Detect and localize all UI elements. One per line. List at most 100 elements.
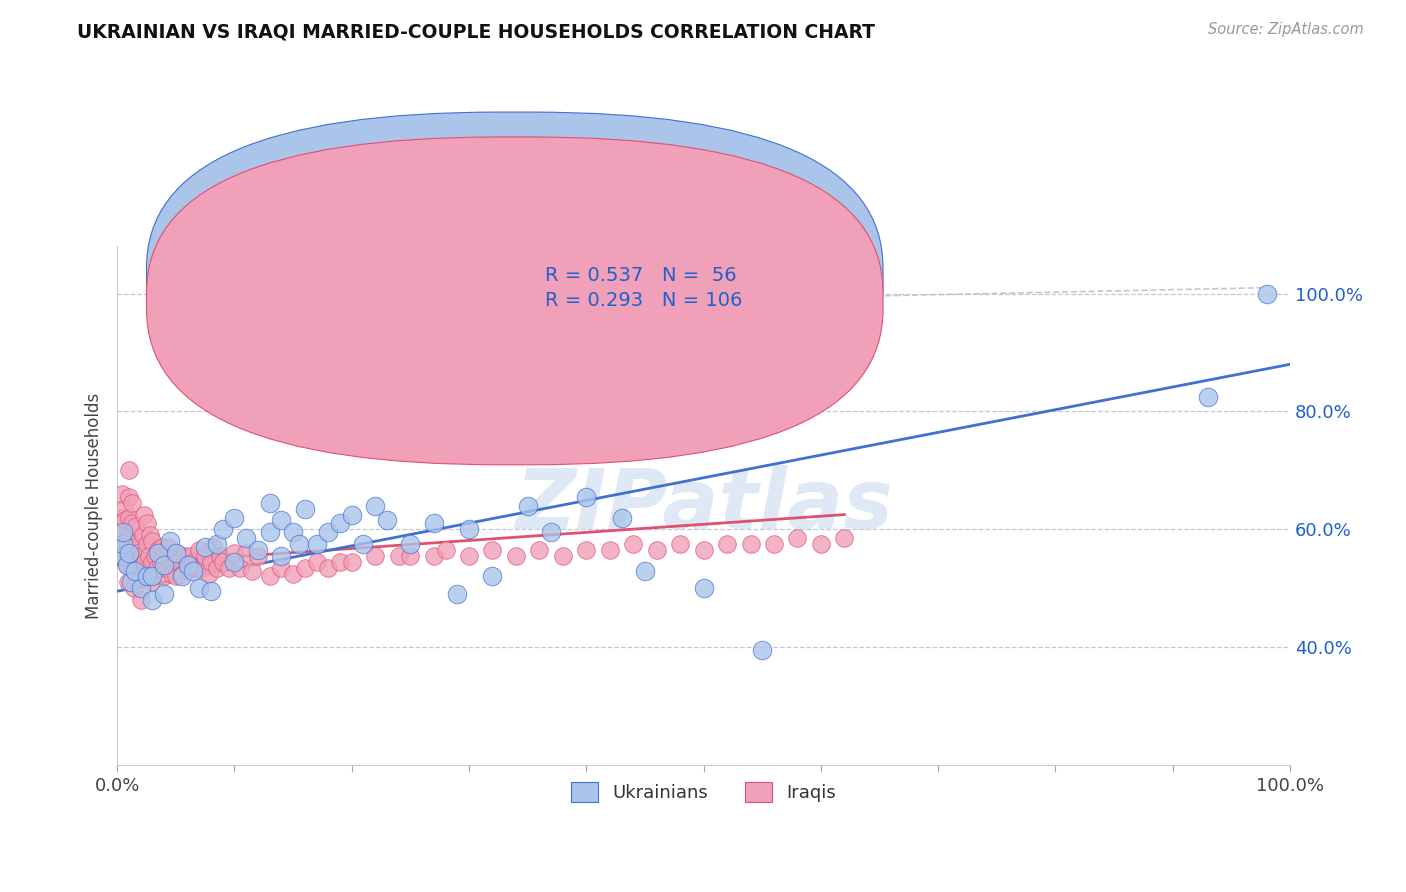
Point [353, 537, 375, 551]
Point [148, 543, 170, 558]
Point [645, 543, 668, 558]
Point [246, 543, 269, 558]
Point [305, 555, 328, 569]
Point [540, 525, 562, 540]
FancyBboxPatch shape [475, 254, 786, 324]
Y-axis label: Married-couple Households: Married-couple Households [86, 392, 103, 619]
Point [153, 569, 176, 583]
Point [141, 593, 163, 607]
Point [340, 508, 363, 522]
Point [146, 560, 169, 574]
Point [120, 537, 142, 551]
Point [114, 514, 136, 528]
Point [446, 587, 468, 601]
Point [150, 540, 173, 554]
Point [762, 537, 785, 551]
Point [1197, 390, 1219, 404]
Point [259, 569, 281, 583]
Point [148, 546, 170, 560]
Point [129, 593, 152, 607]
Point [235, 531, 257, 545]
Point [183, 555, 205, 569]
Point [149, 555, 172, 569]
Point [124, 540, 146, 554]
Point [141, 569, 163, 583]
Point [117, 575, 139, 590]
Point [786, 531, 808, 545]
Point [183, 564, 205, 578]
Point [131, 549, 153, 563]
Point [599, 543, 621, 558]
Point [200, 555, 222, 569]
Point [186, 560, 208, 574]
Point [388, 549, 411, 563]
Point [205, 537, 228, 551]
Point [153, 587, 176, 601]
Point [141, 534, 163, 549]
Point [143, 549, 166, 563]
Point [153, 549, 176, 563]
Point [364, 499, 387, 513]
Point [124, 560, 146, 574]
Point [120, 558, 142, 572]
Point [305, 537, 328, 551]
Point [135, 537, 157, 551]
Point [575, 543, 598, 558]
Point [138, 549, 160, 563]
Point [434, 543, 457, 558]
Point [141, 555, 163, 569]
Point [112, 549, 135, 563]
Point [288, 537, 311, 551]
Point [529, 543, 551, 558]
Point [740, 537, 762, 551]
Text: UKRAINIAN VS IRAQI MARRIED-COUPLE HOUSEHOLDS CORRELATION CHART: UKRAINIAN VS IRAQI MARRIED-COUPLE HOUSEH… [77, 22, 876, 41]
Point [173, 549, 195, 563]
Point [156, 540, 179, 554]
Point [127, 546, 149, 560]
Point [165, 546, 187, 560]
Point [516, 499, 538, 513]
Point [134, 555, 156, 569]
Legend: Ukrainians, Iraqis: Ukrainians, Iraqis [564, 775, 844, 809]
Point [136, 569, 159, 583]
Point [316, 525, 339, 540]
Point [211, 555, 233, 569]
Point [135, 516, 157, 531]
Point [139, 528, 162, 542]
Point [399, 549, 422, 563]
Point [132, 528, 155, 542]
Point [112, 525, 135, 540]
Point [281, 525, 304, 540]
Point [112, 537, 135, 551]
Point [176, 558, 198, 572]
Point [165, 569, 187, 583]
Text: ZIPatlas: ZIPatlas [515, 466, 893, 546]
Point [224, 546, 246, 560]
Point [115, 558, 138, 572]
Point [118, 528, 141, 542]
Point [135, 569, 157, 583]
Point [364, 549, 387, 563]
Point [209, 549, 232, 563]
Point [159, 555, 181, 569]
Point [551, 549, 574, 563]
Point [159, 534, 181, 549]
Point [423, 516, 446, 531]
Point [375, 514, 398, 528]
Point [118, 546, 141, 560]
Point [155, 560, 177, 574]
Point [112, 501, 135, 516]
Point [751, 643, 773, 657]
Point [141, 575, 163, 590]
Point [481, 569, 503, 583]
Point [124, 564, 146, 578]
Point [399, 537, 422, 551]
Point [218, 560, 240, 574]
Point [129, 581, 152, 595]
Point [112, 525, 135, 540]
Point [115, 558, 138, 572]
Point [270, 549, 292, 563]
Point [118, 510, 141, 524]
Point [122, 581, 145, 595]
Point [127, 564, 149, 578]
